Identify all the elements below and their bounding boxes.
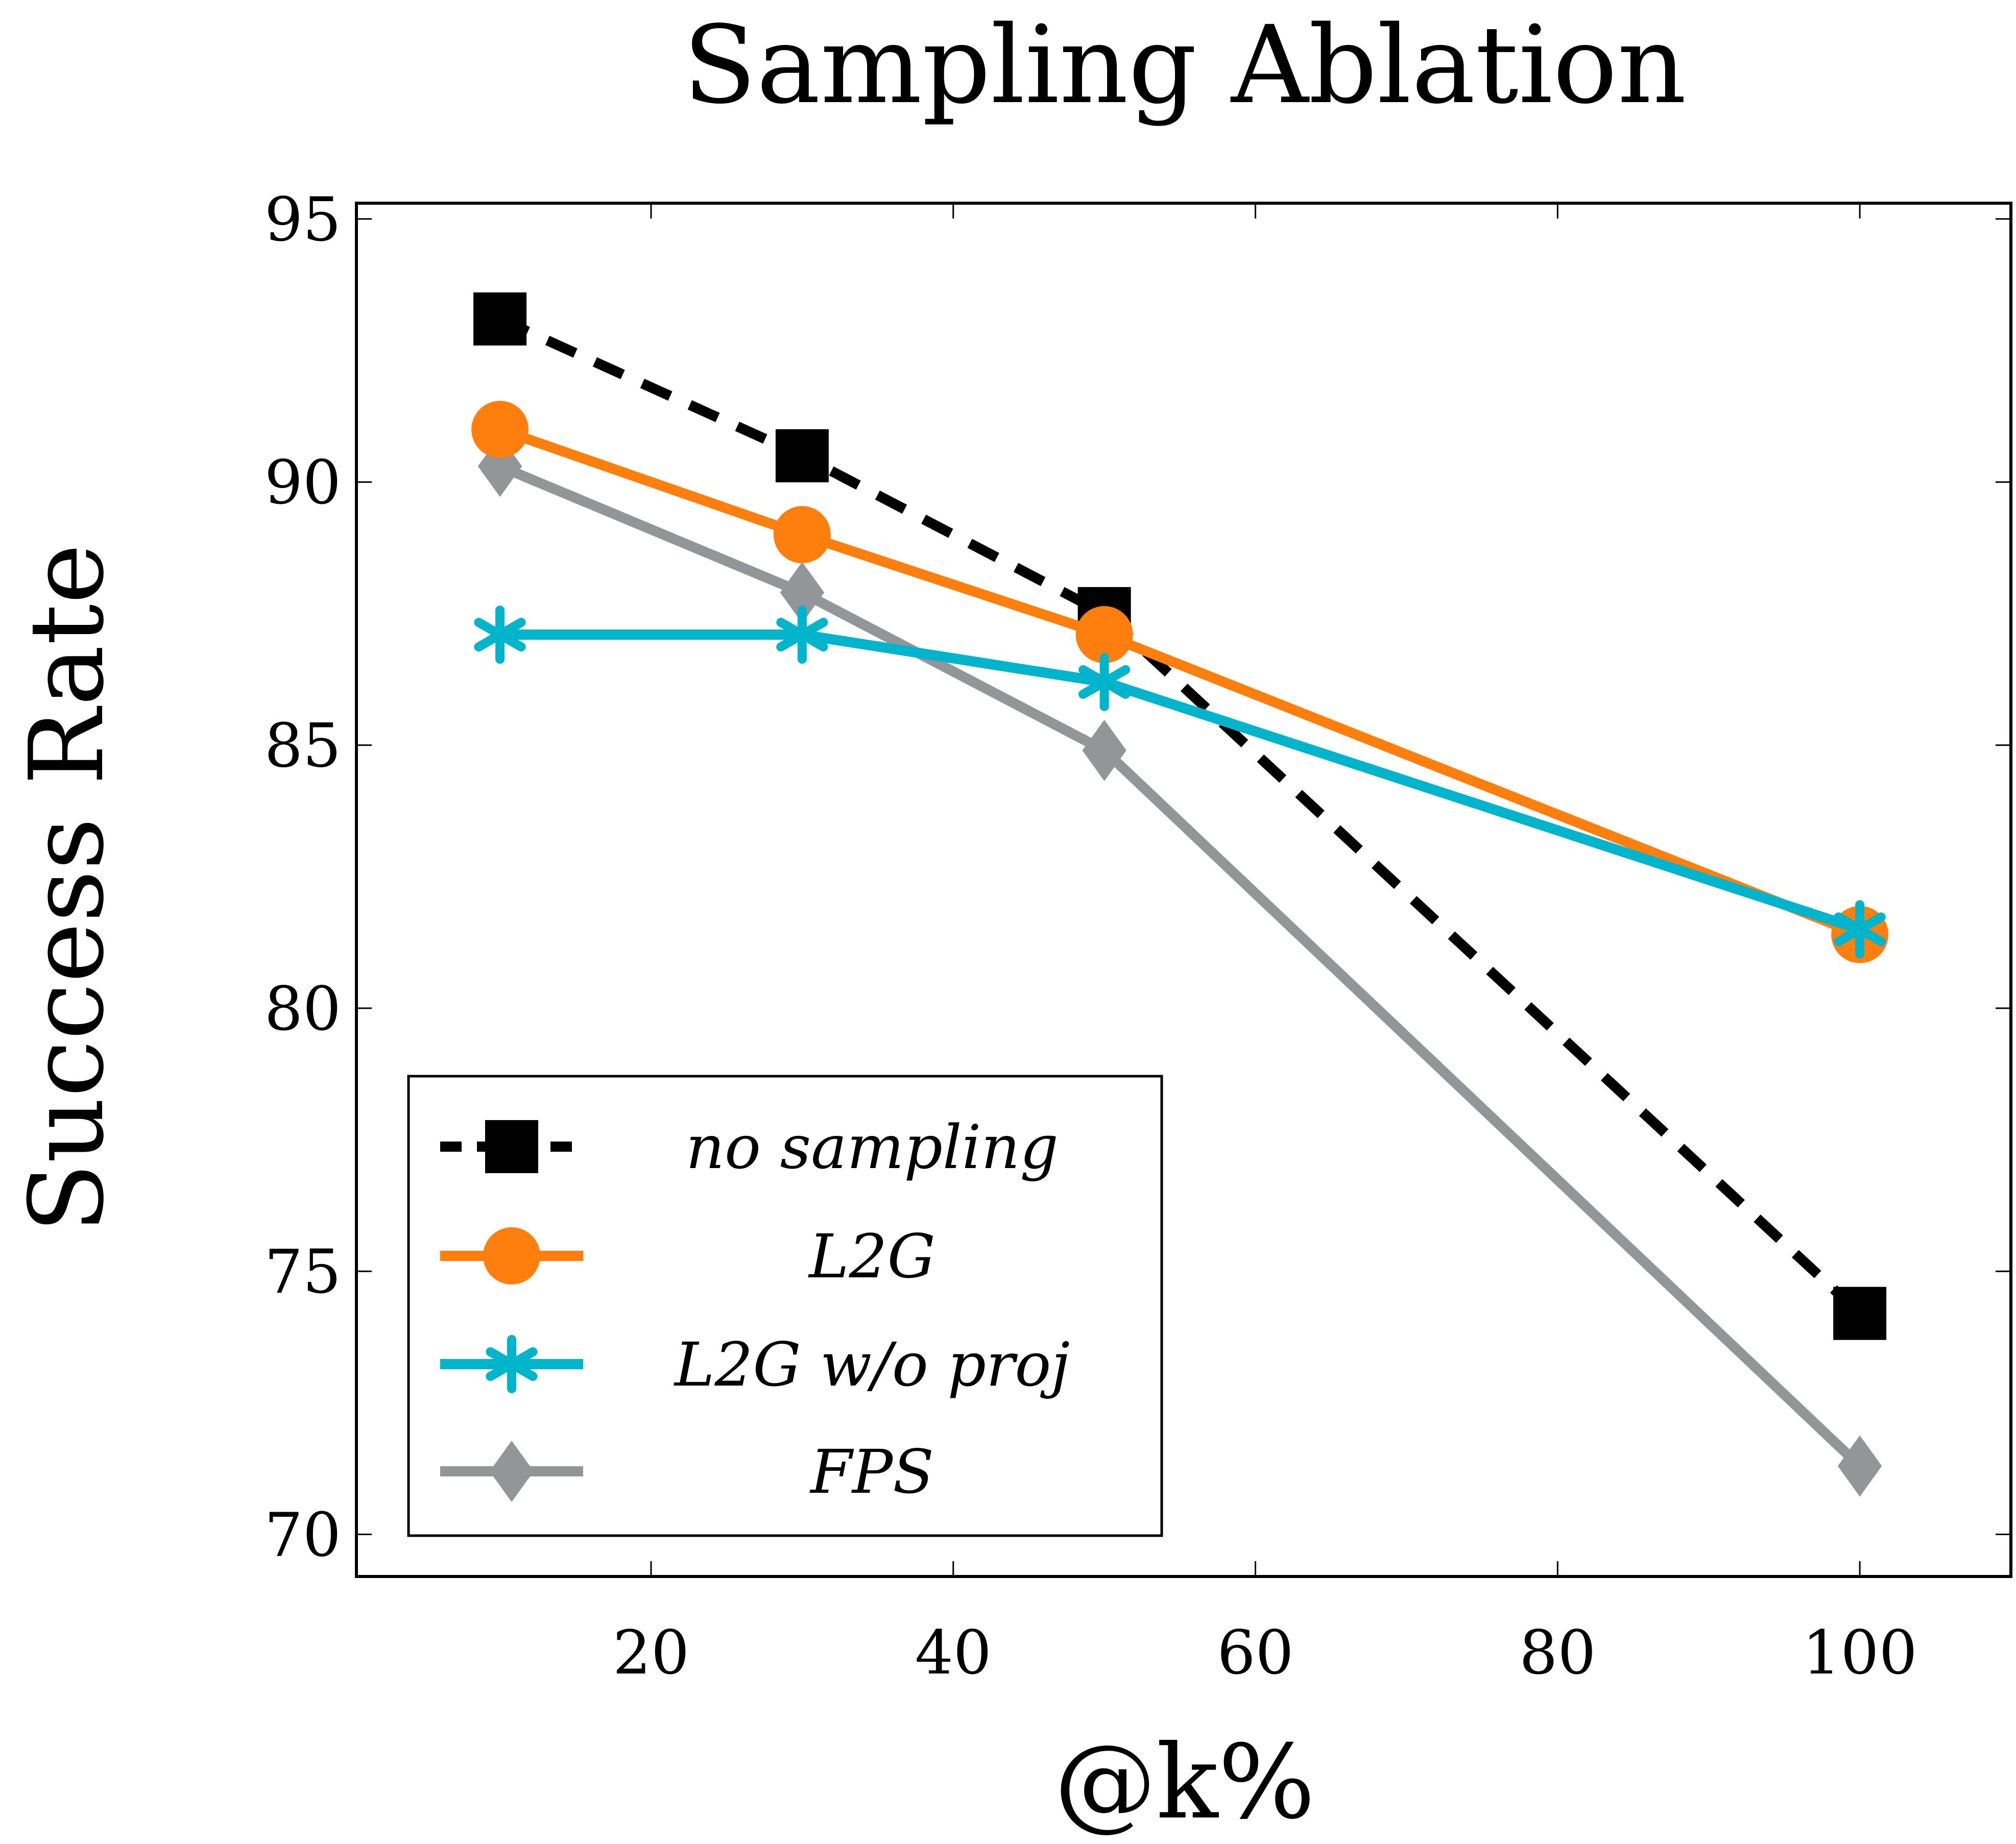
legend-label: L2G w/o proj xyxy=(674,1329,1070,1400)
data-point-l2g xyxy=(1075,606,1133,664)
y-tick-label: 90 xyxy=(265,447,341,518)
y-tick-label: 70 xyxy=(265,1500,341,1570)
legend-entry-no-sampling: no sampling xyxy=(440,1112,1059,1182)
data-point-l2g-w-o-proj xyxy=(1834,900,1886,959)
x-axis-ticks: 20 40 60 80 100 xyxy=(613,203,1917,1688)
x-tick-label: 20 xyxy=(613,1617,689,1688)
legend-entry-fps: FPS xyxy=(440,1437,934,1507)
data-point-no-sampling xyxy=(473,292,527,346)
data-point-fps xyxy=(477,435,522,497)
y-axis-label: Success Rate xyxy=(8,544,127,1233)
legend-label: no sampling xyxy=(686,1112,1059,1182)
data-point-l2g-w-o-proj xyxy=(1078,652,1131,711)
legend-entry-l2g: L2G xyxy=(440,1221,935,1292)
series-layer xyxy=(471,292,1889,1497)
legend-label: L2G xyxy=(808,1221,935,1292)
series-fps xyxy=(477,435,1882,1497)
x-axis-label: @k% xyxy=(1054,1723,1315,1842)
y-tick-label: 80 xyxy=(265,974,341,1044)
data-point-fps xyxy=(1082,719,1126,781)
legend-marker xyxy=(483,1227,540,1284)
data-point-l2g xyxy=(773,506,831,564)
y-axis-ticks: 70 75 80 85 90 95 xyxy=(265,184,2011,1570)
data-point-no-sampling xyxy=(775,429,829,482)
legend: no sampling L2G L2G w/o proj FPS xyxy=(407,1075,1163,1537)
legend-label: FPS xyxy=(809,1437,934,1507)
data-point-l2g-w-o-proj xyxy=(474,605,526,664)
data-point-fps xyxy=(780,562,825,623)
data-point-no-sampling xyxy=(1833,1287,1887,1340)
series-line-no-sampling xyxy=(497,314,1863,1318)
legend-marker xyxy=(485,1120,538,1173)
y-tick-label: 75 xyxy=(265,1236,341,1307)
y-tick-label: 85 xyxy=(265,711,341,781)
data-point-fps xyxy=(1837,1435,1882,1497)
x-tick-label: 100 xyxy=(1802,1617,1917,1688)
legend-marker xyxy=(489,1441,534,1502)
x-tick-label: 80 xyxy=(1519,1617,1596,1688)
series-line-l2g-w-o-proj xyxy=(500,629,1862,934)
series-line-l2g xyxy=(498,424,1862,939)
x-tick-label: 40 xyxy=(915,1617,992,1688)
series-l2g-w-o-proj xyxy=(474,605,1886,959)
series-no-sampling xyxy=(473,292,1887,1340)
data-point-l2g xyxy=(471,401,529,458)
legend-entry-l2g-w-o-proj: L2G w/o proj xyxy=(440,1329,1070,1400)
y-tick-label: 95 xyxy=(265,184,341,255)
x-tick-label: 60 xyxy=(1217,1617,1293,1688)
series-l2g xyxy=(471,401,1889,963)
legend-marker xyxy=(486,1335,538,1393)
series-line-fps xyxy=(498,462,1863,1470)
data-point-l2g-w-o-proj xyxy=(776,605,828,664)
plot-frame xyxy=(355,202,2012,1578)
chart-title: Sampling Ablation xyxy=(683,3,1686,128)
